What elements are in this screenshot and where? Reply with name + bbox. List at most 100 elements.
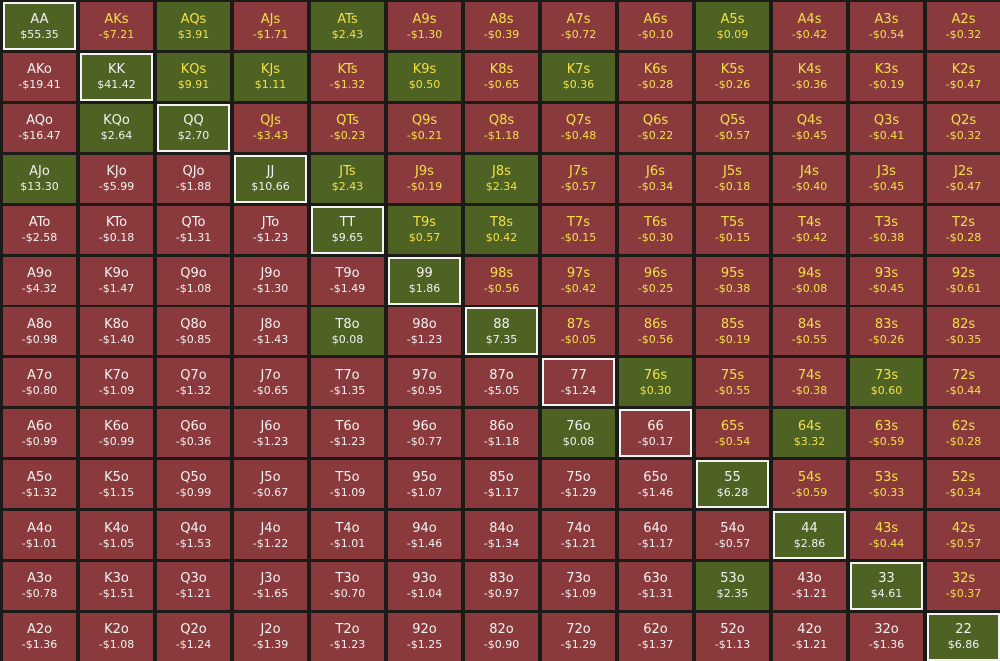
hand-cell-87o[interactable]: 87o -$5.05 xyxy=(465,358,538,407)
hand-cell-88[interactable]: 88 $7.35 xyxy=(465,307,538,356)
hand-cell-42o[interactable]: 42o -$1.21 xyxy=(773,612,846,661)
hand-cell-j2s[interactable]: J2s -$0.47 xyxy=(927,154,1000,203)
hand-cell-85s[interactable]: 85s -$0.19 xyxy=(696,307,769,356)
hand-cell-qjs[interactable]: QJs -$3.43 xyxy=(234,103,307,152)
hand-cell-a3s[interactable]: A3s -$0.54 xyxy=(850,2,923,50)
hand-cell-73o[interactable]: 73o -$1.09 xyxy=(542,561,615,610)
hand-cell-95o[interactable]: 95o -$1.07 xyxy=(388,460,461,509)
hand-cell-q7o[interactable]: Q7o -$1.32 xyxy=(157,358,230,407)
hand-cell-a6s[interactable]: A6s -$0.10 xyxy=(619,2,692,50)
hand-cell-j7o[interactable]: J7o -$0.65 xyxy=(234,358,307,407)
hand-cell-aa[interactable]: AA $55.35 xyxy=(3,2,76,50)
hand-cell-k4o[interactable]: K4o -$1.05 xyxy=(80,511,153,559)
hand-cell-63s[interactable]: 63s -$0.59 xyxy=(850,409,923,458)
hand-cell-a8s[interactable]: A8s -$0.39 xyxy=(465,2,538,50)
hand-cell-k2s[interactable]: K2s -$0.47 xyxy=(927,52,1000,101)
hand-cell-q8o[interactable]: Q8o -$0.85 xyxy=(157,307,230,356)
hand-cell-82s[interactable]: 82s -$0.35 xyxy=(927,307,1000,356)
hand-cell-qts[interactable]: QTs -$0.23 xyxy=(311,103,384,152)
hand-cell-64o[interactable]: 64o -$1.17 xyxy=(619,511,692,559)
hand-cell-76s[interactable]: 76s $0.30 xyxy=(619,358,692,407)
hand-cell-k9o[interactable]: K9o -$1.47 xyxy=(80,256,153,305)
hand-cell-a2o[interactable]: A2o -$1.36 xyxy=(3,612,76,661)
hand-cell-82o[interactable]: 82o -$0.90 xyxy=(465,612,538,661)
hand-cell-64s[interactable]: 64s $3.32 xyxy=(773,409,846,458)
hand-cell-k3s[interactable]: K3s -$0.19 xyxy=(850,52,923,101)
hand-cell-t3o[interactable]: T3o -$0.70 xyxy=(311,561,384,610)
hand-cell-42s[interactable]: 42s -$0.57 xyxy=(927,511,1000,559)
hand-cell-q6s[interactable]: Q6s -$0.22 xyxy=(619,103,692,152)
hand-cell-53o[interactable]: 53o $2.35 xyxy=(696,561,769,610)
hand-cell-86s[interactable]: 86s -$0.56 xyxy=(619,307,692,356)
hand-cell-q4s[interactable]: Q4s -$0.45 xyxy=(773,103,846,152)
hand-cell-q9o[interactable]: Q9o -$1.08 xyxy=(157,256,230,305)
hand-cell-75s[interactable]: 75s -$0.55 xyxy=(696,358,769,407)
hand-cell-t7s[interactable]: T7s -$0.15 xyxy=(542,205,615,254)
hand-cell-65o[interactable]: 65o -$1.46 xyxy=(619,460,692,509)
hand-cell-kqs[interactable]: KQs $9.91 xyxy=(157,52,230,101)
hand-cell-j5s[interactable]: J5s -$0.18 xyxy=(696,154,769,203)
hand-cell-43o[interactable]: 43o -$1.21 xyxy=(773,561,846,610)
hand-cell-k5o[interactable]: K5o -$1.15 xyxy=(80,460,153,509)
hand-cell-a8o[interactable]: A8o -$0.98 xyxy=(3,307,76,356)
hand-cell-j6s[interactable]: J6s -$0.34 xyxy=(619,154,692,203)
hand-cell-kjs[interactable]: KJs $1.11 xyxy=(234,52,307,101)
hand-cell-22[interactable]: 22 $6.86 xyxy=(927,612,1000,661)
hand-cell-52s[interactable]: 52s -$0.34 xyxy=(927,460,1000,509)
hand-cell-t9o[interactable]: T9o -$1.49 xyxy=(311,256,384,305)
hand-cell-84o[interactable]: 84o -$1.34 xyxy=(465,511,538,559)
hand-cell-k6o[interactable]: K6o -$0.99 xyxy=(80,409,153,458)
hand-cell-62s[interactable]: 62s -$0.28 xyxy=(927,409,1000,458)
hand-cell-54o[interactable]: 54o -$0.57 xyxy=(696,511,769,559)
hand-cell-t6s[interactable]: T6s -$0.30 xyxy=(619,205,692,254)
hand-cell-72s[interactable]: 72s -$0.44 xyxy=(927,358,1000,407)
hand-cell-t8s[interactable]: T8s $0.42 xyxy=(465,205,538,254)
hand-cell-53s[interactable]: 53s -$0.33 xyxy=(850,460,923,509)
hand-cell-a9s[interactable]: A9s -$1.30 xyxy=(388,2,461,50)
hand-cell-j8o[interactable]: J8o -$1.43 xyxy=(234,307,307,356)
hand-cell-ako[interactable]: AKo -$19.41 xyxy=(3,52,76,101)
hand-cell-q3o[interactable]: Q3o -$1.21 xyxy=(157,561,230,610)
hand-cell-q8s[interactable]: Q8s -$1.18 xyxy=(465,103,538,152)
hand-cell-j4s[interactable]: J4s -$0.40 xyxy=(773,154,846,203)
hand-cell-jto[interactable]: JTo -$1.23 xyxy=(234,205,307,254)
hand-cell-97s[interactable]: 97s -$0.42 xyxy=(542,256,615,305)
hand-cell-93o[interactable]: 93o -$1.04 xyxy=(388,561,461,610)
hand-cell-a7o[interactable]: A7o -$0.80 xyxy=(3,358,76,407)
hand-cell-ato[interactable]: ATo -$2.58 xyxy=(3,205,76,254)
hand-cell-63o[interactable]: 63o -$1.31 xyxy=(619,561,692,610)
hand-cell-j3o[interactable]: J3o -$1.65 xyxy=(234,561,307,610)
hand-cell-44[interactable]: 44 $2.86 xyxy=(773,511,846,559)
hand-cell-97o[interactable]: 97o -$0.95 xyxy=(388,358,461,407)
hand-cell-33[interactable]: 33 $4.61 xyxy=(850,561,923,610)
hand-cell-ats[interactable]: ATs $2.43 xyxy=(311,2,384,50)
hand-cell-k8s[interactable]: K8s -$0.65 xyxy=(465,52,538,101)
hand-cell-kts[interactable]: KTs -$1.32 xyxy=(311,52,384,101)
hand-cell-tt[interactable]: TT $9.65 xyxy=(311,205,384,254)
hand-cell-qto[interactable]: QTo -$1.31 xyxy=(157,205,230,254)
hand-cell-kqo[interactable]: KQo $2.64 xyxy=(80,103,153,152)
hand-cell-87s[interactable]: 87s -$0.05 xyxy=(542,307,615,356)
hand-cell-96s[interactable]: 96s -$0.25 xyxy=(619,256,692,305)
hand-cell-jj[interactable]: JJ $10.66 xyxy=(234,154,307,203)
hand-cell-a3o[interactable]: A3o -$0.78 xyxy=(3,561,76,610)
hand-cell-j7s[interactable]: J7s -$0.57 xyxy=(542,154,615,203)
hand-cell-92s[interactable]: 92s -$0.61 xyxy=(927,256,1000,305)
hand-cell-t2o[interactable]: T2o -$1.23 xyxy=(311,612,384,661)
hand-cell-q5o[interactable]: Q5o -$0.99 xyxy=(157,460,230,509)
hand-cell-a5s[interactable]: A5s $0.09 xyxy=(696,2,769,50)
hand-cell-65s[interactable]: 65s -$0.54 xyxy=(696,409,769,458)
hand-cell-kk[interactable]: KK $41.42 xyxy=(80,52,153,101)
hand-cell-q2o[interactable]: Q2o -$1.24 xyxy=(157,612,230,661)
hand-cell-q2s[interactable]: Q2s -$0.32 xyxy=(927,103,1000,152)
hand-cell-76o[interactable]: 76o $0.08 xyxy=(542,409,615,458)
hand-cell-99[interactable]: 99 $1.86 xyxy=(388,256,461,305)
hand-cell-t7o[interactable]: T7o -$1.35 xyxy=(311,358,384,407)
hand-cell-a5o[interactable]: A5o -$1.32 xyxy=(3,460,76,509)
hand-cell-t5o[interactable]: T5o -$1.09 xyxy=(311,460,384,509)
hand-cell-77[interactable]: 77 -$1.24 xyxy=(542,358,615,407)
hand-cell-86o[interactable]: 86o -$1.18 xyxy=(465,409,538,458)
hand-cell-q9s[interactable]: Q9s -$0.21 xyxy=(388,103,461,152)
hand-cell-a4o[interactable]: A4o -$1.01 xyxy=(3,511,76,559)
hand-cell-85o[interactable]: 85o -$1.17 xyxy=(465,460,538,509)
